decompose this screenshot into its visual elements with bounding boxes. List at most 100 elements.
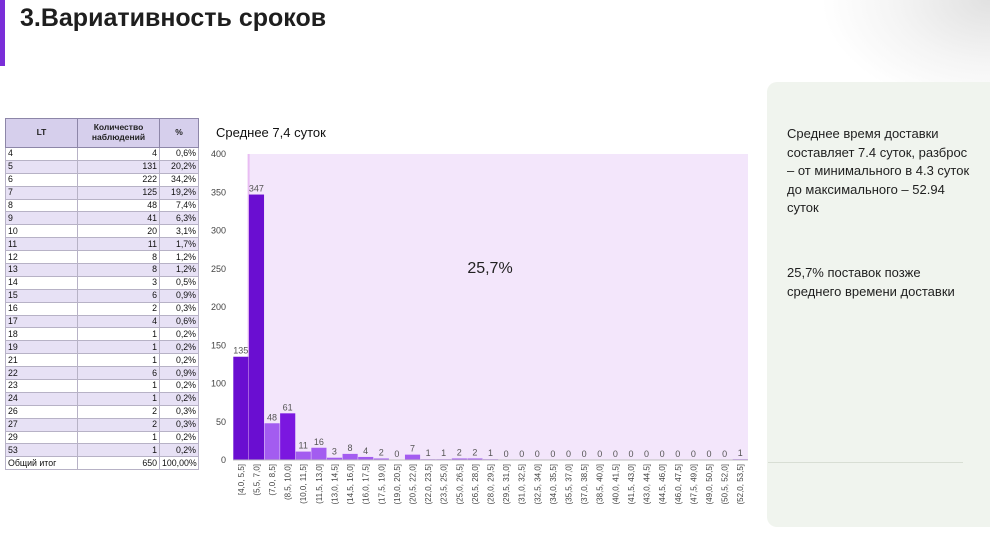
cell-count: 20 (77, 224, 160, 239)
x-tick-label: (7,0, 8,5] (268, 464, 277, 496)
cell-lt: 5 (5, 159, 78, 174)
bar-value-label: 48 (267, 412, 277, 422)
x-tick-label: (8,5, 10,0] (284, 464, 293, 500)
cell-count: 1 (77, 430, 160, 445)
bar-value-label: 2 (457, 447, 462, 457)
bar-value-label: 4 (363, 446, 368, 456)
table-row: 21 1 0,2% (5, 353, 199, 368)
cell-count: 1 (77, 327, 160, 342)
cell-lt: 23 (5, 379, 78, 393)
bar-value-label: 1 (426, 448, 431, 458)
cell-count: 125 (77, 185, 160, 200)
table-row: 53 1 0,2% (5, 443, 199, 458)
cell-percent: 0,3% (159, 404, 199, 419)
x-tick-label: (17,5, 19,0] (377, 464, 386, 504)
y-tick-label: 50 (216, 417, 226, 427)
lead-time-table: LT Количество наблюдений % 4 4 0,6% 5 131 20,… (5, 118, 199, 471)
cell-percent: 34,2% (159, 172, 199, 187)
cell-percent: 0,5% (159, 275, 199, 290)
table-row: 26 2 0,3% (5, 404, 199, 419)
cell-percent: 1,2% (159, 250, 199, 265)
bar-value-label: 11 (299, 441, 308, 451)
table-row: 6 222 34,2% (5, 172, 199, 187)
header-percent: % (159, 118, 199, 148)
cell-percent: 3,1% (159, 224, 199, 239)
header-lt: LT (5, 118, 78, 148)
y-tick-label: 150 (211, 340, 226, 350)
x-tick-label: (38,5, 40,0] (596, 464, 605, 504)
x-tick-label: (47,5, 49,0] (689, 464, 698, 504)
x-tick-label: [4,0, 5,5] (237, 464, 246, 495)
x-tick-label: (16,0, 17,5] (362, 464, 371, 504)
table-row: 5 131 20,2% (5, 159, 199, 174)
bar-value-label: 0 (550, 449, 555, 459)
cell-count: 2 (77, 301, 160, 316)
cell-count: 6 (77, 288, 160, 303)
y-tick-label: 100 (211, 379, 226, 389)
cell-percent: 0,2% (159, 327, 199, 342)
bar-value-label: 8 (348, 443, 353, 453)
cell-lt: 6 (5, 172, 78, 187)
cell-percent: 0,2% (159, 391, 199, 406)
cell-percent: 0,9% (159, 288, 199, 303)
cell-percent: 0,9% (159, 366, 199, 381)
table-row: 14 3 0,5% (5, 275, 199, 290)
bar-value-label: 0 (706, 449, 711, 459)
bar-value-label: 2 (472, 447, 477, 457)
x-tick-label: (23,5, 25,0] (440, 464, 449, 504)
x-tick-label: (40,0, 41,5] (611, 464, 620, 504)
cell-lt: 24 (5, 391, 78, 406)
bar (467, 458, 483, 460)
bar (233, 356, 249, 460)
bar-value-label: 0 (628, 449, 633, 459)
x-tick-label: (5,5, 7,0] (252, 464, 261, 496)
y-tick-label: 200 (211, 302, 226, 312)
table-row: 18 1 0,2% (5, 327, 199, 342)
side-text-late-share: 25,7% поставок позже среднего времени до… (787, 265, 955, 299)
cell-count: 6 (77, 366, 160, 381)
cell-lt: 17 (5, 314, 78, 329)
cell-count: 3 (77, 275, 160, 290)
bar (280, 413, 296, 460)
bar-value-label: 0 (566, 449, 571, 459)
bar-value-label: 0 (597, 449, 602, 459)
cell-percent: 6,3% (159, 211, 199, 226)
cell-count: 1 (77, 340, 160, 355)
bar-value-label: 0 (394, 449, 399, 459)
x-tick-label: (25,0, 26,5] (455, 464, 464, 504)
cell-count: 8 (77, 250, 160, 265)
bar-value-label: 1 (738, 448, 743, 458)
bar-value-label: 0 (675, 449, 680, 459)
y-tick-label: 300 (211, 226, 226, 236)
bar (358, 456, 374, 460)
cell-count: 4 (77, 147, 160, 161)
cell-percent: 0,2% (159, 430, 199, 445)
x-tick-label: (46,0, 47,5] (674, 464, 683, 504)
cell-count: 2 (77, 404, 160, 419)
table-row: 4 4 0,6% (5, 147, 199, 161)
cell-lt: 8 (5, 198, 78, 213)
bar (373, 458, 389, 460)
x-tick-label: (49,0, 50,5] (705, 464, 714, 504)
x-tick-label: (20,5, 22,0] (408, 464, 417, 504)
bar-value-label: 3 (332, 447, 337, 457)
table-row: 17 4 0,6% (5, 314, 199, 329)
x-tick-label: (32,5, 34,0] (533, 464, 542, 504)
cell-percent: 0,2% (159, 443, 199, 458)
cell-lt: 16 (5, 301, 78, 316)
x-tick-label: (22,0, 23,5] (424, 464, 433, 504)
cell-lt: 53 (5, 443, 78, 458)
table-row: 9 41 6,3% (5, 211, 199, 226)
x-tick-label: (26,5, 28,0] (471, 464, 480, 504)
cell-lt: 21 (5, 353, 78, 368)
x-tick-label: (44,5, 46,0] (658, 464, 667, 504)
x-tick-label: (13,0, 14,5] (330, 464, 339, 504)
cell-lt: 9 (5, 211, 78, 226)
x-tick-label: (35,5, 37,0] (565, 464, 574, 504)
x-tick-label: (28,0, 29,5] (487, 464, 496, 504)
cell-count: 48 (77, 198, 160, 213)
x-tick-label: (37,0, 38,5] (580, 464, 589, 504)
x-tick-label: (10,0, 11,5] (299, 464, 308, 504)
cell-percent: 0,3% (159, 301, 199, 316)
